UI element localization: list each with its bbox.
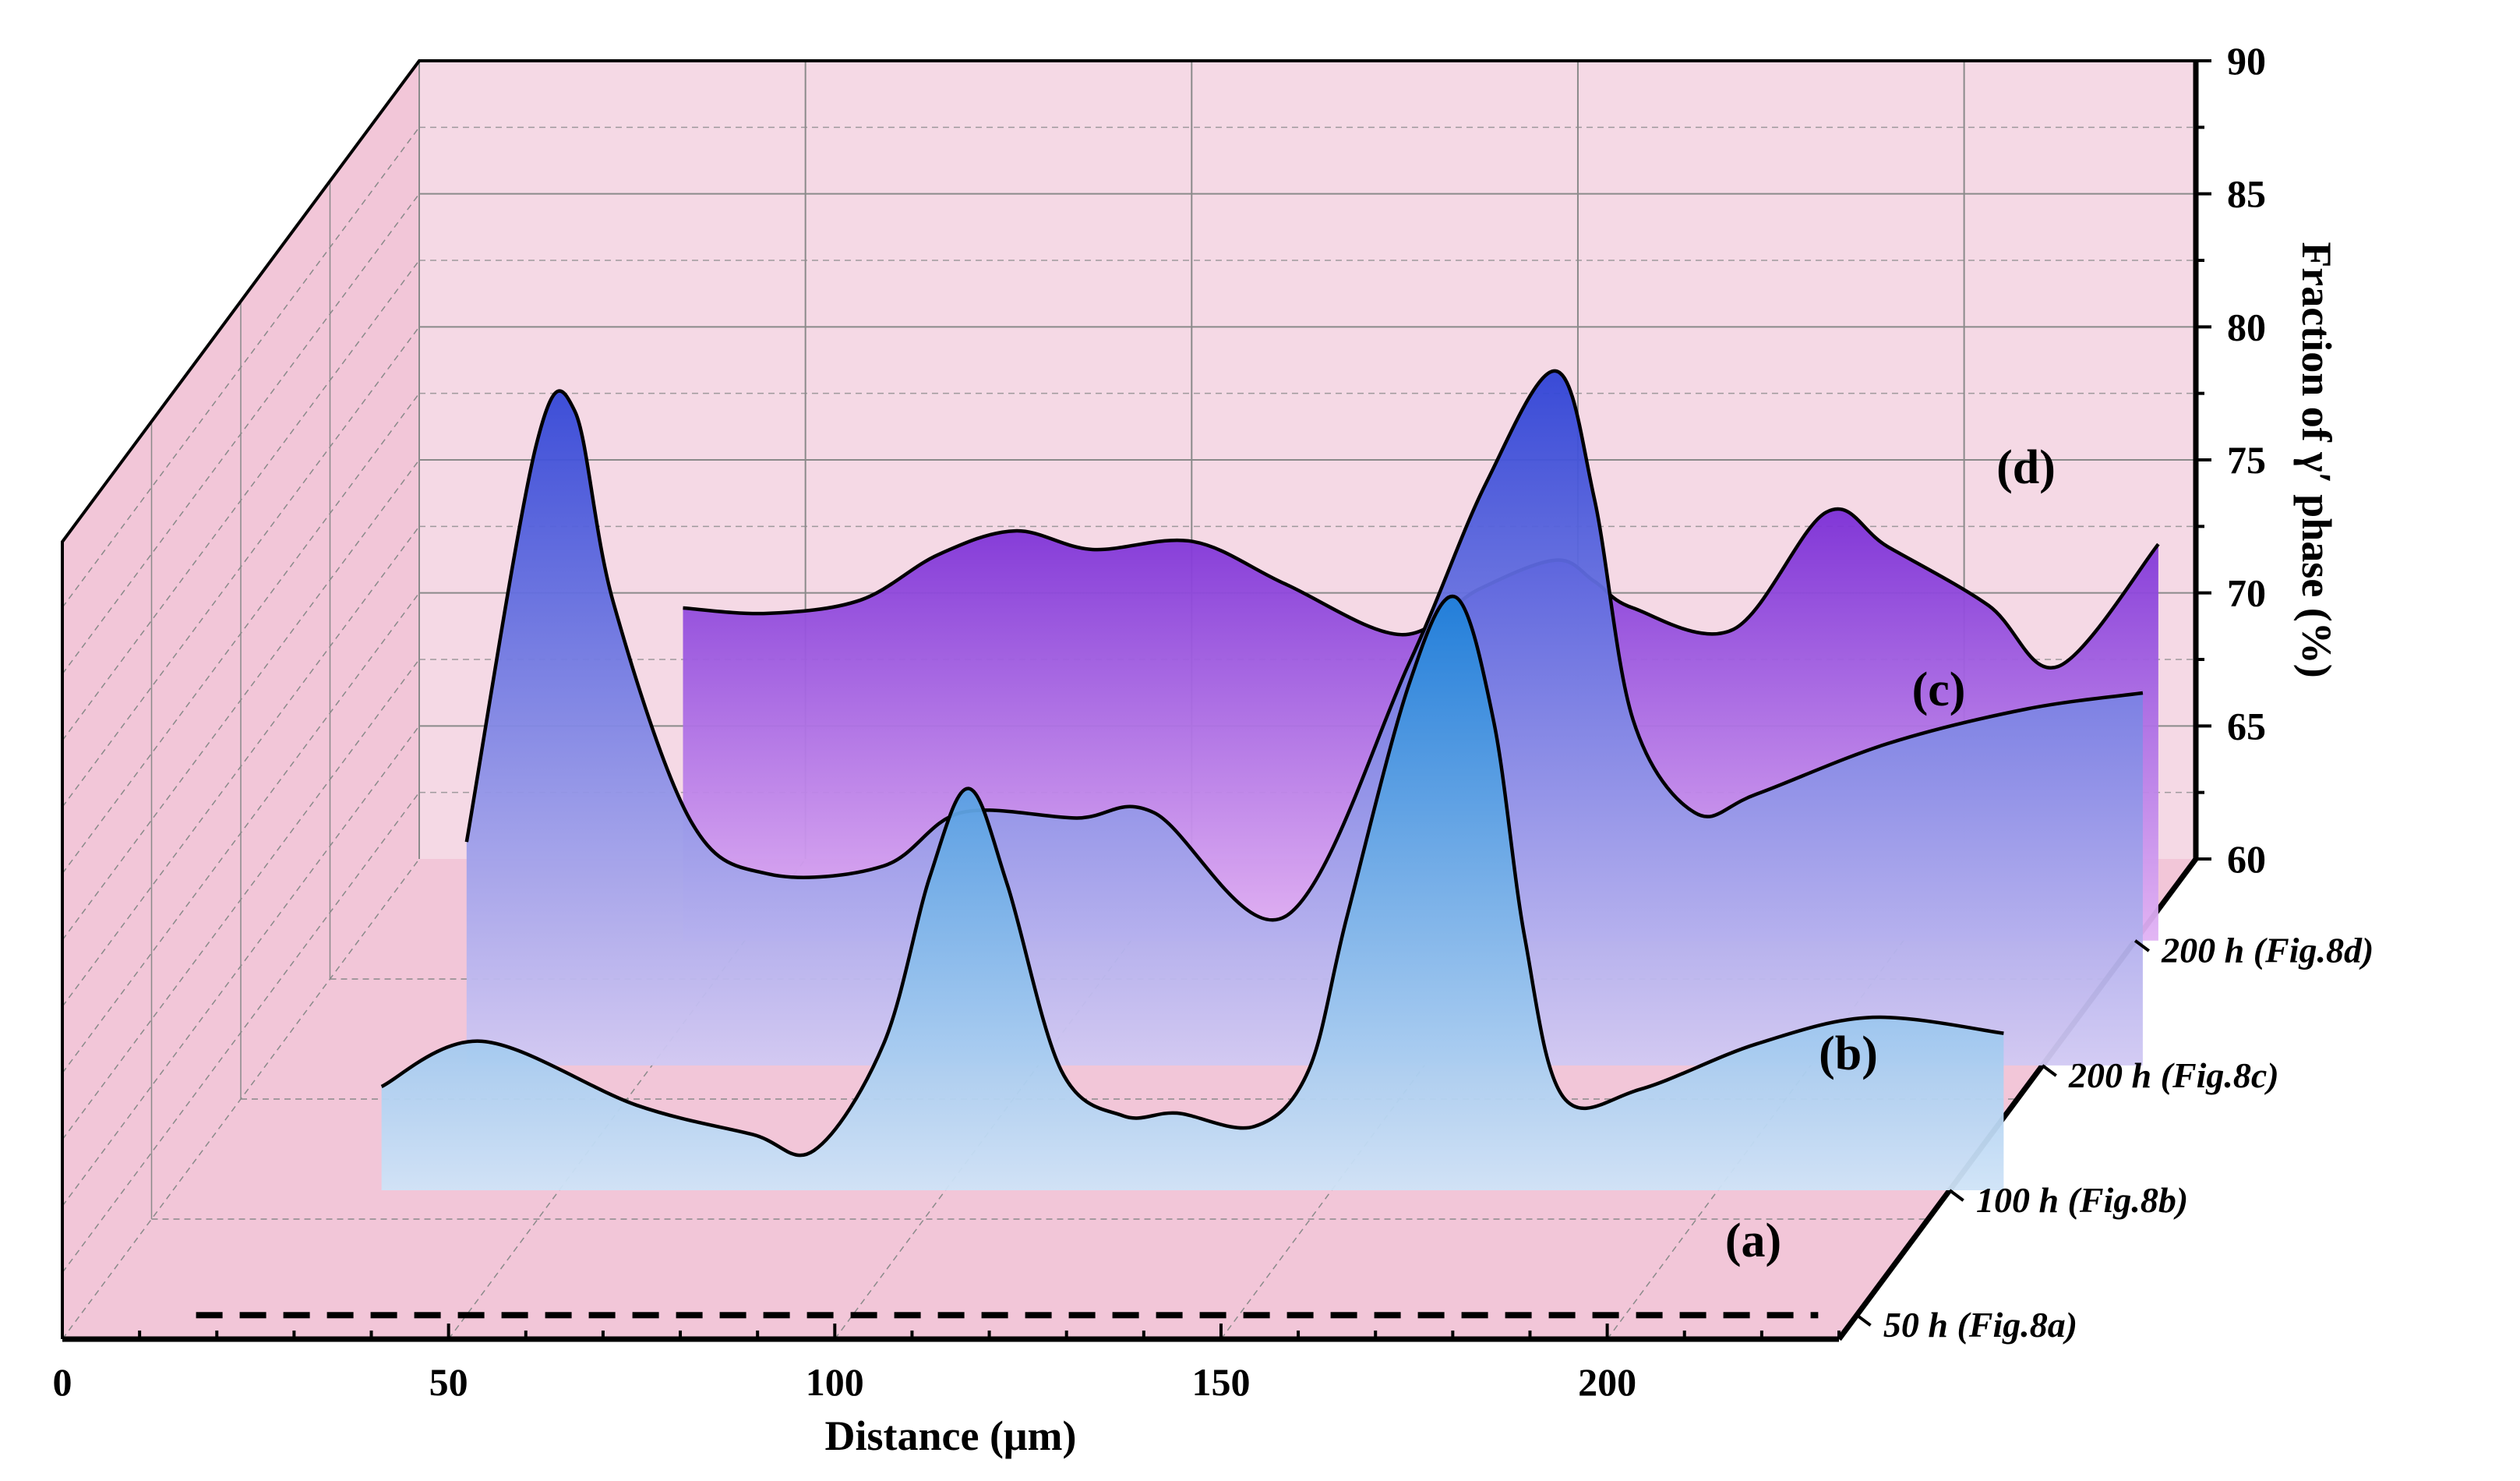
series-label-c: (c) xyxy=(1912,663,1966,716)
x-tick-label: 50 xyxy=(429,1360,468,1404)
y-tick-label: 80 xyxy=(2227,305,2266,348)
y-tick-label: 75 xyxy=(2227,438,2266,482)
series-c-line xyxy=(464,369,2144,922)
depth-tick xyxy=(1948,1189,1964,1202)
depth-tick xyxy=(1855,1313,1872,1327)
y-axis-title: Fraction of γ′ phase (%) xyxy=(2293,242,2340,677)
series-c-area xyxy=(466,370,2143,1066)
y-tick-label: 90 xyxy=(2227,39,2266,83)
depth-tick-label: 200 h (Fig.8d) xyxy=(2161,931,2374,970)
x-axis-title: Distance (μm) xyxy=(824,1412,1076,1459)
series-b-line xyxy=(380,594,2004,1158)
series-layer xyxy=(196,369,2160,1319)
depth-tick xyxy=(2041,1064,2057,1077)
axis-ticks: 0 50 100 150 200 60 65 70 75 80 85 90 50 h (Fig.8a) 1… xyxy=(53,39,2374,1404)
y-tick-label: 65 xyxy=(2227,704,2266,748)
x-tick-label: 200 xyxy=(1578,1360,1636,1404)
depth-tick-label: 200 h (Fig.8c) xyxy=(2068,1055,2279,1095)
depth-tick-label: 100 h (Fig.8b) xyxy=(1976,1180,2188,1220)
series-label-d: (d) xyxy=(1996,441,2056,494)
depth-tick xyxy=(2134,939,2150,953)
series-b-area xyxy=(381,596,2004,1191)
x-tick-label: 100 xyxy=(806,1360,864,1404)
y-tick-label: 70 xyxy=(2227,571,2266,615)
depth-tick-label: 50 h (Fig.8a) xyxy=(1883,1305,2077,1345)
x-tick-label: 0 xyxy=(53,1360,72,1404)
y-tick-label: 60 xyxy=(2227,837,2266,881)
series-label-b: (b) xyxy=(1819,1027,1878,1080)
x-tick-label: 150 xyxy=(1191,1360,1250,1404)
series-label-a: (a) xyxy=(1725,1214,1781,1267)
y-tick-label: 85 xyxy=(2227,172,2266,216)
